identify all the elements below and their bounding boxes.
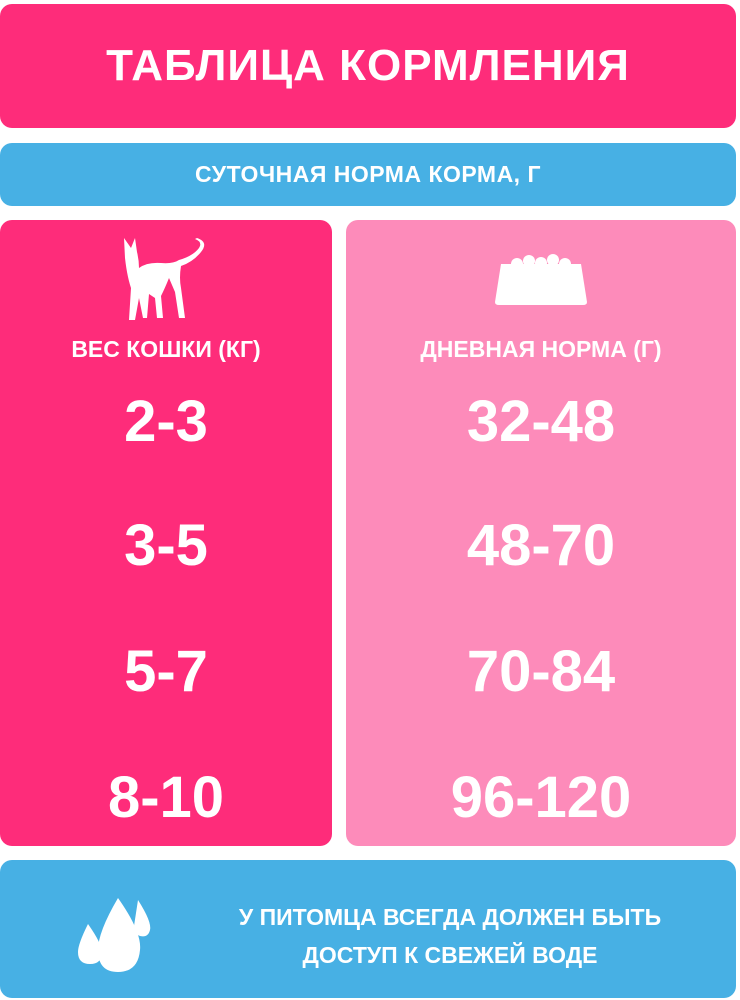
cat-weight-header: ВЕС КОШКИ (КГ) [71, 336, 261, 362]
cat-weight-value: 2-3 [124, 389, 208, 454]
daily-norm-value: 96-120 [450, 765, 632, 830]
cat-weight-column: ВЕС КОШКИ (КГ) 2-3 3-5 5-7 8-10 [0, 220, 332, 846]
page-title: ТАБЛИЦА КОРМЛЕНИЯ [106, 41, 630, 90]
daily-norm-value: 70-84 [466, 639, 616, 704]
cat-weight-value: 3-5 [124, 513, 208, 578]
daily-norm-column: ДНЕВНАЯ НОРМА (Г) 32-48 48-70 70-84 96-1… [346, 220, 736, 846]
water-note-line1: У ПИТОМЦА ВСЕГДА ДОЛЖЕН БЫТЬ [238, 904, 662, 930]
cat-icon [124, 238, 205, 320]
cat-weight-value: 5-7 [124, 639, 208, 704]
subtitle-banner: СУТОЧНАЯ НОРМА КОРМА, Г [0, 143, 736, 206]
water-note-line2: ДОСТУП К СВЕЖЕЙ ВОДЕ [302, 942, 598, 968]
food-bowl-icon [495, 254, 587, 305]
water-note-banner: У ПИТОМЦА ВСЕГДА ДОЛЖЕН БЫТЬ ДОСТУП К СВ… [0, 860, 736, 998]
cat-weight-value: 8-10 [107, 765, 225, 830]
daily-norm-value: 48-70 [466, 513, 616, 578]
water-note: У ПИТОМЦА ВСЕГДА ДОЛЖЕН БЫТЬ ДОСТУП К СВ… [190, 898, 710, 974]
daily-norm-header: ДНЕВНАЯ НОРМА (Г) [420, 336, 662, 362]
subtitle: СУТОЧНАЯ НОРМА КОРМА, Г [194, 161, 542, 187]
daily-norm-value: 32-48 [466, 389, 616, 454]
title-banner: ТАБЛИЦА КОРМЛЕНИЯ [0, 4, 736, 128]
water-drops-icon [78, 898, 151, 972]
